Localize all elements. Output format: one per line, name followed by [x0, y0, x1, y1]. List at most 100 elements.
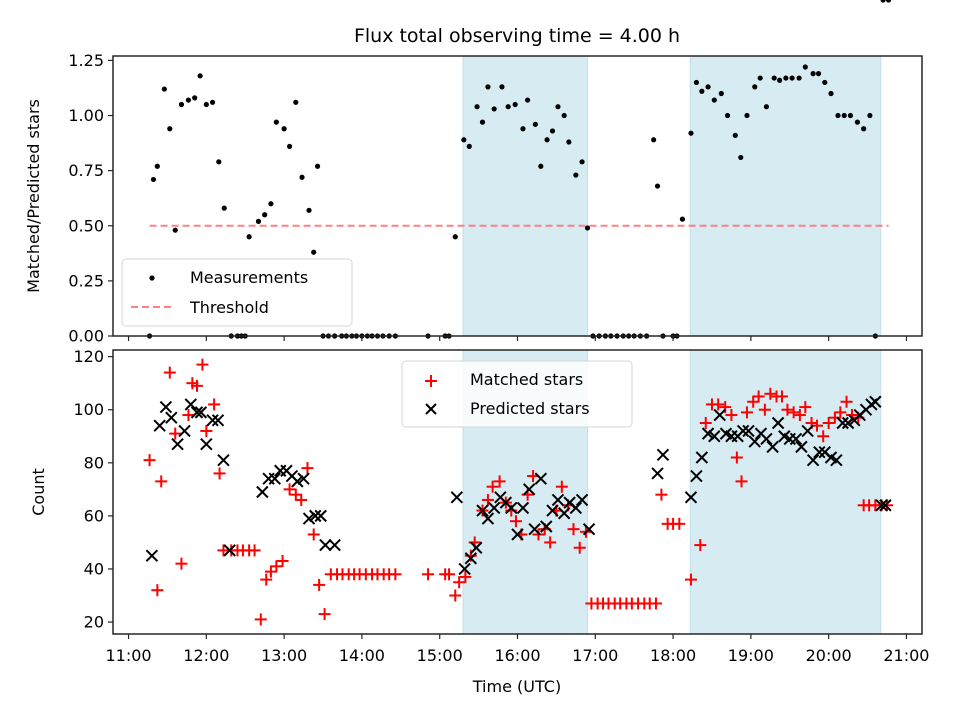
- predicted-star-point: [511, 528, 524, 541]
- predicted-star-point: [464, 552, 478, 565]
- measurement-point: [306, 207, 312, 213]
- measurement-point: [828, 90, 834, 97]
- predicted-star-point: [487, 501, 501, 515]
- predicted-star-point: [528, 522, 541, 536]
- measurement-point: [693, 79, 700, 86]
- measurement-point: [679, 216, 686, 222]
- measurement-point: [255, 218, 262, 224]
- matched-star-point: [254, 613, 267, 626]
- measurement-point: [499, 84, 505, 90]
- predicted-star-point: [522, 483, 536, 496]
- matched-star-point: [318, 608, 331, 621]
- predicted-star-point: [211, 414, 225, 427]
- predicted-star-point: [789, 432, 803, 446]
- predicted-star-point: [813, 445, 826, 459]
- measurement-point: [699, 88, 705, 94]
- measurement-point: [246, 234, 252, 240]
- matched-star-point: [422, 568, 435, 581]
- matched-star-point: [532, 528, 545, 541]
- matched-star-point: [725, 409, 738, 422]
- measurement-point: [311, 249, 317, 255]
- matched-star-point: [264, 565, 277, 578]
- x-tick-label: 16:00: [494, 646, 540, 665]
- predicted-star-point: [771, 416, 785, 430]
- measurement-point: [711, 97, 717, 103]
- matched-star-point: [248, 544, 261, 557]
- predicted-star-point: [546, 504, 559, 517]
- predicted-star-point: [582, 522, 596, 536]
- matched-star-point: [493, 475, 506, 488]
- matched-star-point: [828, 411, 841, 424]
- measurement-point: [847, 112, 854, 119]
- predicted-star-point: [801, 424, 814, 438]
- matched-star-point: [213, 467, 226, 480]
- predicted-star-point: [153, 419, 166, 432]
- legend-predicted-marker: [425, 403, 437, 415]
- matched-star-point: [699, 416, 712, 429]
- measurement-point: [262, 212, 268, 218]
- measurement-point: [654, 183, 661, 189]
- predicted-star-point: [766, 440, 779, 454]
- matched-star-point: [449, 589, 462, 602]
- matched-star-point: [694, 539, 707, 552]
- measurement-point: [281, 126, 287, 132]
- measurement-point: [167, 126, 173, 132]
- y-tick-label: 0.75: [68, 161, 104, 180]
- measurement-point: [525, 97, 531, 103]
- matched-star-point: [389, 568, 402, 581]
- legend-measurements-label: Measurements: [190, 268, 308, 287]
- predicted-star-point: [217, 453, 230, 467]
- predicted-star-point: [690, 469, 703, 483]
- matched-star-point: [712, 398, 725, 411]
- measurement-point: [789, 75, 795, 81]
- top-x-ticks: [127, 336, 908, 341]
- matched-star-point: [270, 560, 283, 573]
- measurement-point: [150, 176, 157, 183]
- measurement-point: [172, 227, 178, 233]
- matched-star-point: [182, 409, 195, 422]
- matched-star-point: [730, 451, 743, 464]
- measurement-point: [221, 205, 227, 211]
- x-tick-label: 12:00: [183, 646, 229, 665]
- measurement-point: [268, 201, 274, 207]
- measurement-point: [485, 84, 491, 90]
- measurement-point: [777, 77, 783, 83]
- matched-star-point: [764, 387, 777, 400]
- measurement-point: [216, 159, 222, 165]
- predicted-star-point: [869, 395, 882, 408]
- matched-star-point: [459, 570, 472, 583]
- predicted-star-point: [194, 406, 208, 419]
- measurement-point: [688, 130, 694, 136]
- measurement-point: [185, 97, 192, 103]
- measurement-point: [796, 75, 802, 81]
- bottom-x-ticks: 11:00 12:00 13:00 14:00 15:00 16:00 17:00 18:00…: [106, 634, 929, 665]
- predicted-star-point: [481, 512, 495, 525]
- predicted-star-point: [879, 499, 892, 512]
- measurement-point: [718, 90, 724, 97]
- matched-star-point: [143, 454, 156, 467]
- matched-star-point: [555, 480, 568, 493]
- predicted-star-point: [302, 512, 316, 525]
- matched-star-point: [175, 557, 188, 570]
- matched-star-point: [453, 576, 466, 589]
- predicted-star-point: [190, 406, 204, 419]
- predicted-star-point: [651, 467, 664, 480]
- measurement-point: [822, 79, 828, 86]
- measurement-point: [505, 104, 511, 110]
- predicted-star-point: [875, 499, 888, 512]
- top-y-ticks: 0.00 0.25 0.50 0.75 1.00 1.25: [68, 51, 113, 346]
- predicted-star-point: [742, 424, 755, 438]
- matched-star-point: [163, 366, 176, 379]
- measurement-point: [286, 143, 293, 149]
- matched-star-point: [781, 403, 794, 416]
- x-tick-label: 21:00: [883, 646, 929, 665]
- matched-star-point: [313, 578, 326, 591]
- matched-star-point: [649, 597, 662, 610]
- predicted-star-point: [206, 414, 219, 427]
- matched-star-point: [655, 488, 668, 501]
- measurement-point: [520, 126, 526, 132]
- predicted-star-point: [736, 424, 750, 438]
- measurement-point: [538, 163, 544, 169]
- y-tick-label: 0.50: [68, 216, 104, 235]
- measurement-point: [815, 71, 822, 77]
